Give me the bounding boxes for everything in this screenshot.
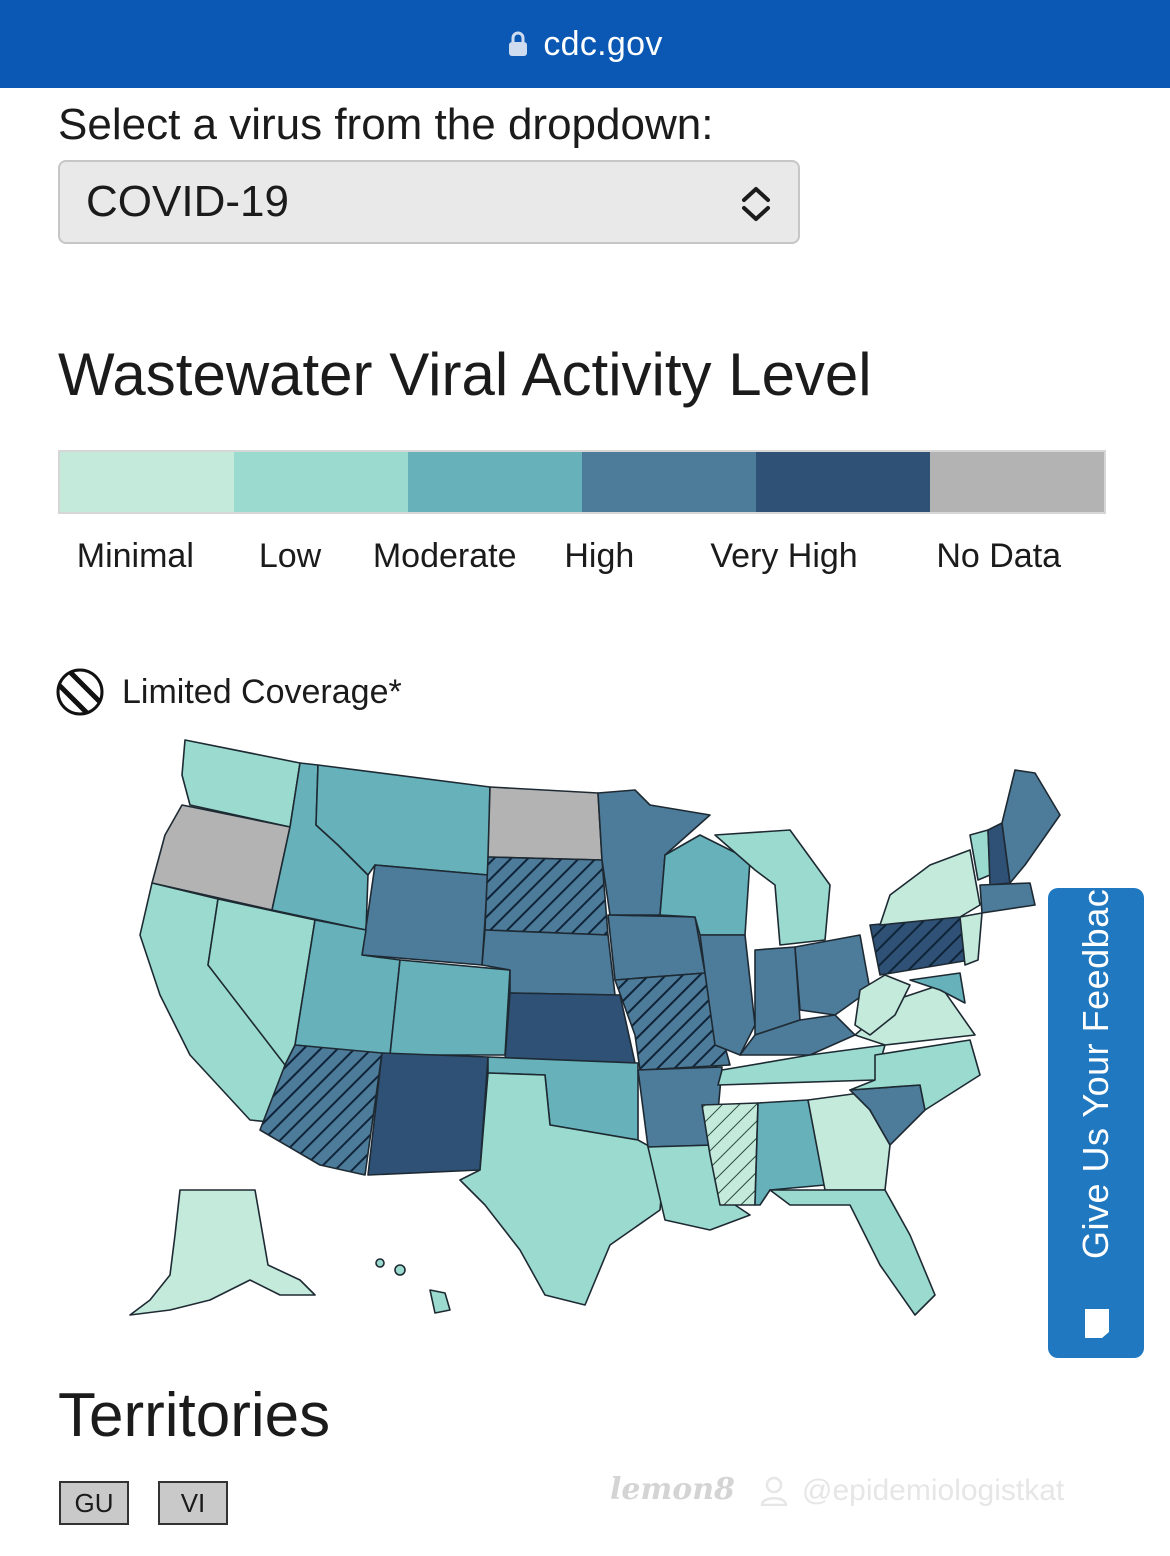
- url-bar[interactable]: cdc.gov: [0, 0, 1170, 88]
- legend-swatch: [756, 452, 930, 512]
- legend-swatch: [582, 452, 756, 512]
- legend-label: No Data: [936, 537, 1062, 575]
- legend-swatch: [408, 452, 582, 512]
- state-hi: [429, 1289, 451, 1314]
- legend-label: High: [564, 537, 635, 575]
- legend-color-bar: [58, 450, 1106, 514]
- map-title: Wastewater Viral Activity Level: [58, 341, 872, 408]
- legend-labels: Minimal Low Moderate High Very High No Data: [58, 535, 1106, 577]
- state-ga: [807, 1092, 891, 1191]
- lock-icon: [509, 31, 528, 56]
- feedback-label: Give Us Your Feedback: [1075, 870, 1116, 1259]
- comment-icon: [1085, 1309, 1109, 1338]
- state-pa: [869, 916, 971, 976]
- state-tx: [459, 1072, 666, 1306]
- state-nm: [367, 1052, 489, 1176]
- state-or: [151, 804, 291, 911]
- state-ny: [879, 849, 981, 926]
- territory-button-gu[interactable]: GU: [59, 1481, 129, 1525]
- state-md: [909, 972, 966, 1004]
- state-hi-island: [375, 1258, 385, 1268]
- state-nc: [849, 1039, 981, 1111]
- state-hi-island: [394, 1264, 406, 1276]
- state-ma: [979, 882, 1036, 914]
- lemon8-watermark: lemon8: [610, 1472, 735, 1507]
- legend-swatch: [234, 452, 408, 512]
- url-text: cdc.gov: [543, 24, 663, 63]
- virus-select-label: Select a virus from the dropdown:: [58, 100, 714, 149]
- state-ia: [607, 914, 706, 981]
- legend-label: Moderate: [372, 537, 517, 575]
- virus-dropdown-value: COVID-19: [86, 177, 289, 226]
- state-ak: [129, 1189, 316, 1316]
- state-oh: [794, 934, 871, 1016]
- feedback-tab[interactable]: Give Us Your Feedback: [1048, 870, 1144, 1358]
- legend-label: Minimal: [76, 537, 194, 575]
- us-wastewater-map: [129, 739, 1061, 1316]
- user-handle-text: @epidemiologistkat: [802, 1474, 1065, 1507]
- limited-coverage-legend: Limited Coverage*: [56, 668, 402, 716]
- state-mo: [614, 972, 731, 1071]
- user-handle-watermark: @epidemiologistkat: [760, 1474, 1064, 1508]
- virus-dropdown[interactable]: COVID-19: [58, 160, 800, 244]
- state-me: [1001, 769, 1061, 884]
- hatched-circle-icon: [56, 668, 104, 716]
- legend-label: Very High: [710, 537, 858, 575]
- state-wy: [361, 864, 489, 966]
- person-icon: [760, 1476, 788, 1506]
- chevron-updown-icon: [742, 187, 770, 221]
- state-mi: [714, 829, 831, 946]
- legend-swatch: [60, 452, 234, 512]
- state-ks: [504, 992, 636, 1064]
- state-wv: [854, 974, 911, 1036]
- territories-title: Territories: [58, 1381, 331, 1450]
- state-ms: [701, 1102, 759, 1206]
- legend-label: Low: [258, 537, 322, 575]
- territory-button-vi[interactable]: VI: [158, 1481, 228, 1525]
- state-co: [389, 959, 511, 1056]
- state-fl: [769, 1189, 936, 1316]
- state-sd: [484, 856, 609, 936]
- legend-swatch: [930, 452, 1104, 512]
- state-nj: [959, 912, 983, 966]
- limited-coverage-label: Limited Coverage*: [122, 672, 402, 711]
- state-nd: [487, 786, 603, 861]
